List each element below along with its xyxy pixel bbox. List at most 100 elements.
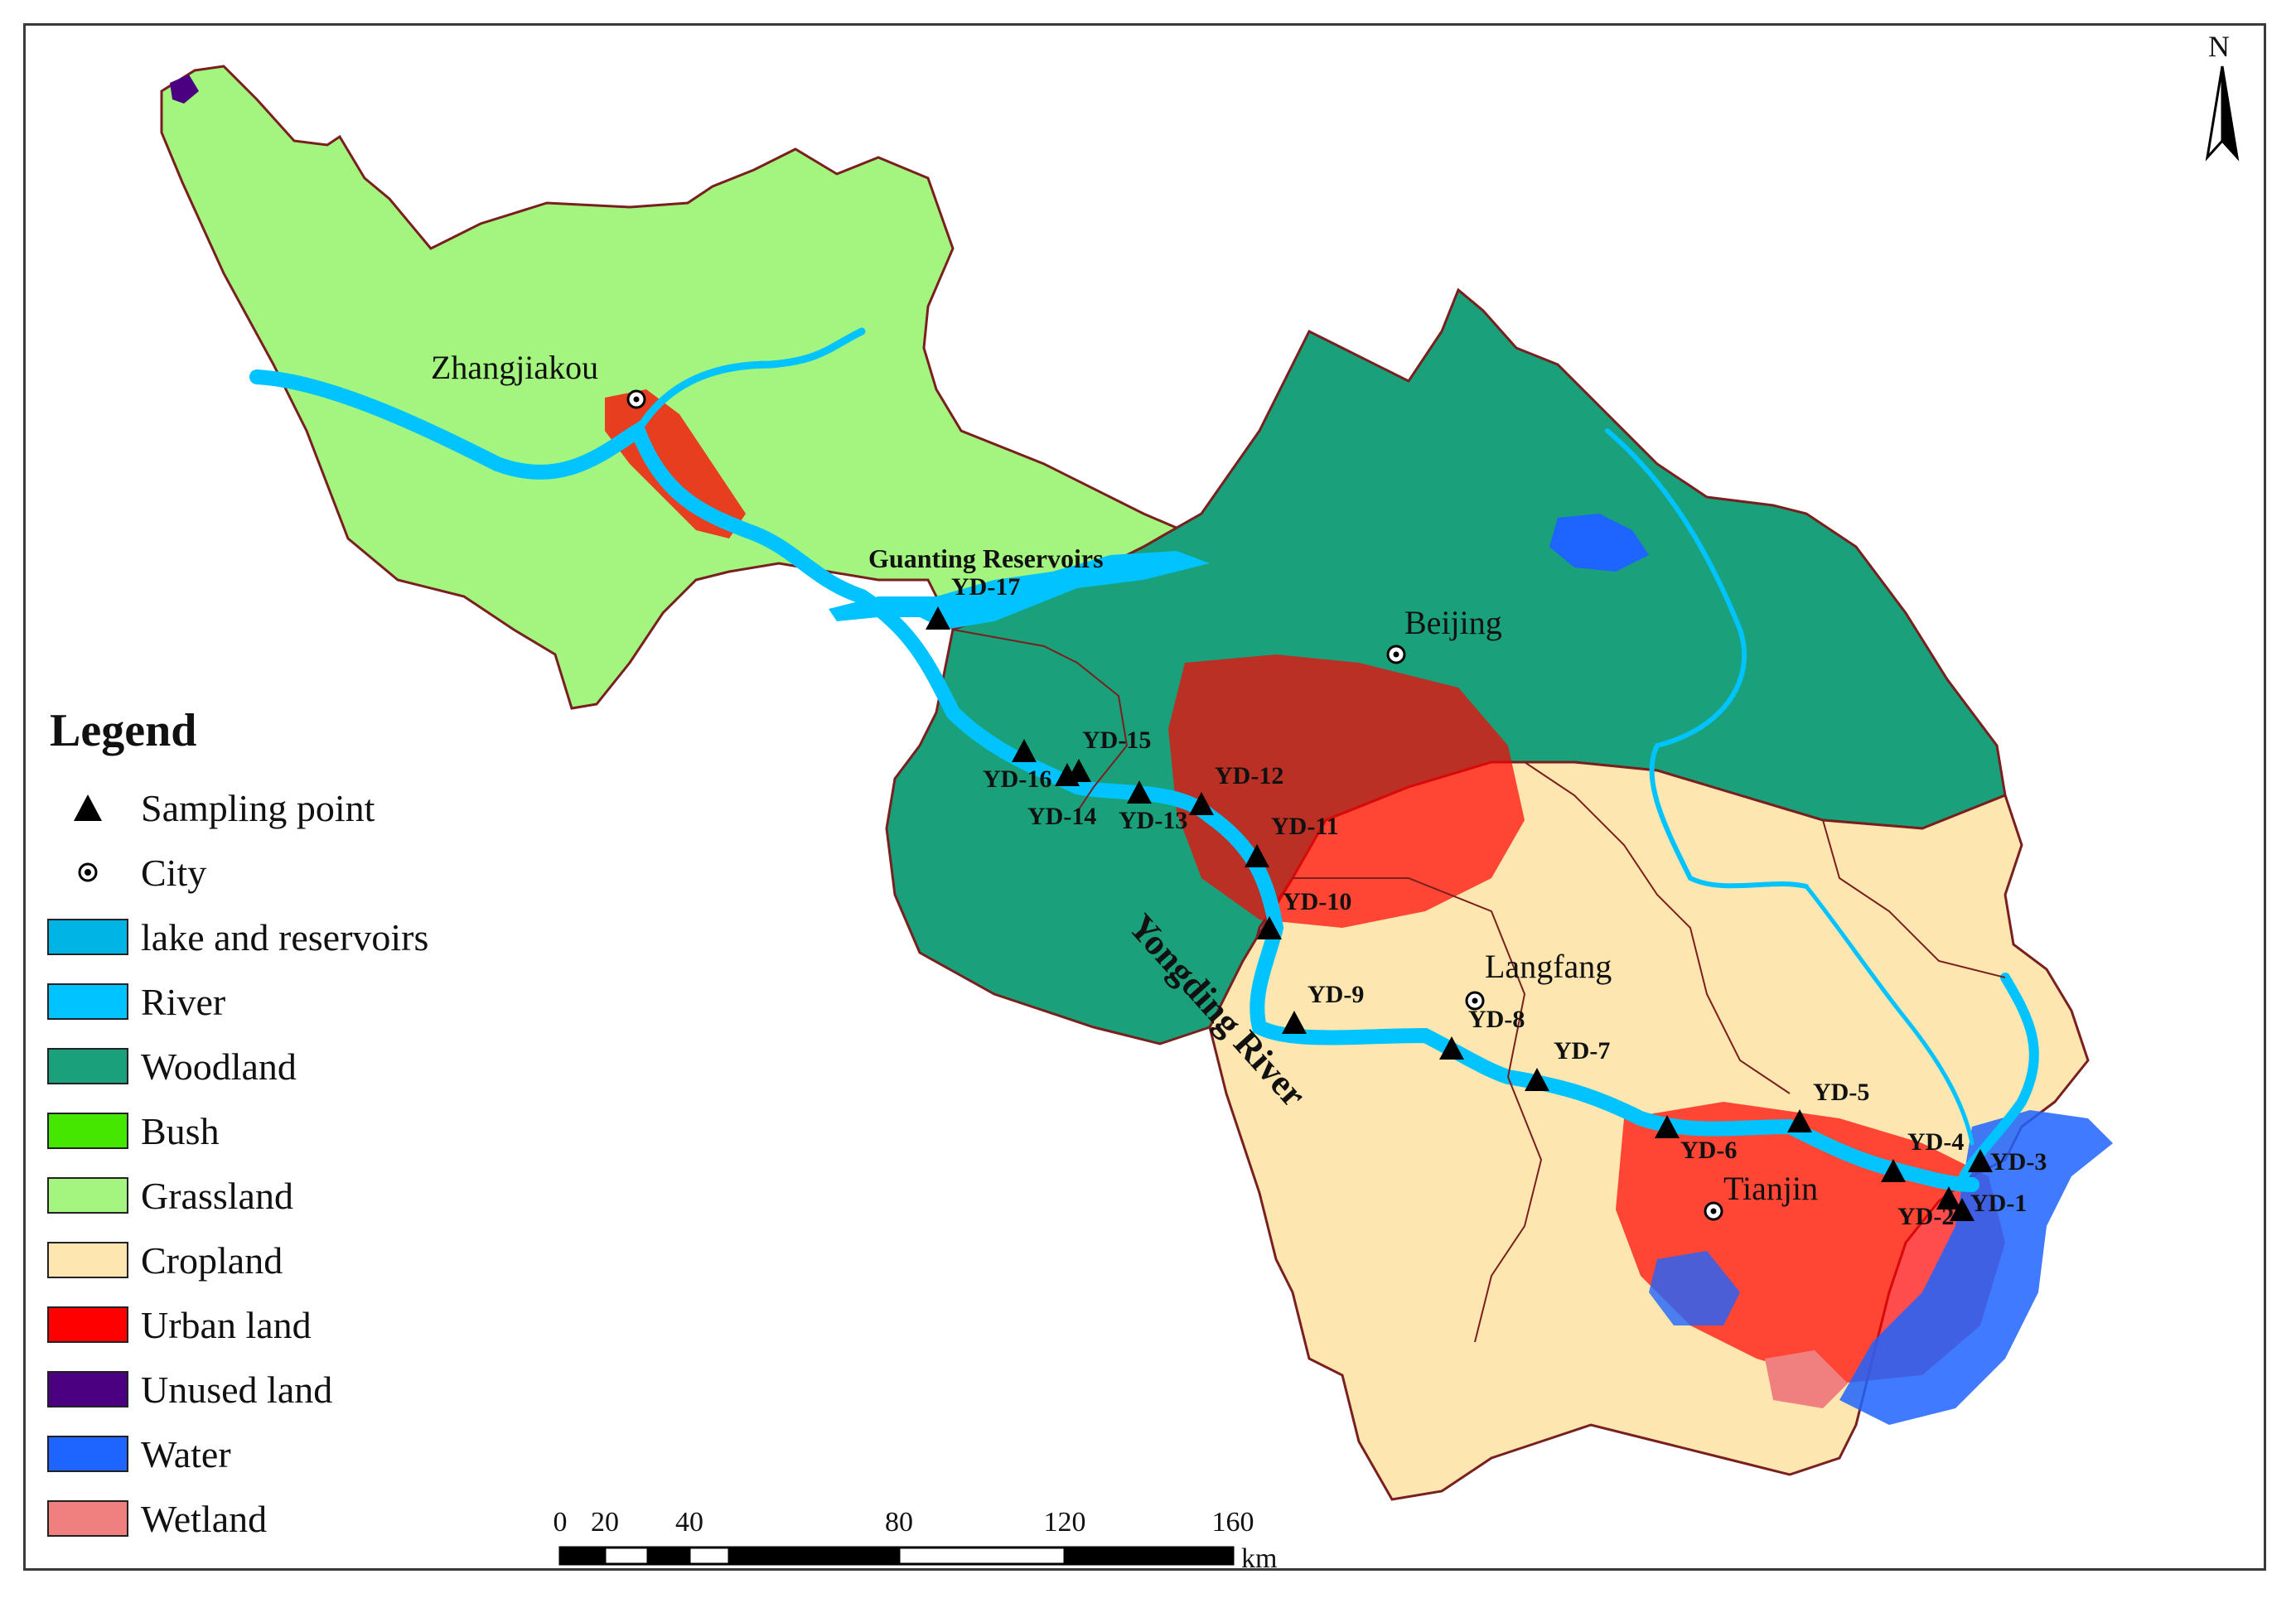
city-label: Beijing: [1404, 604, 1502, 641]
city-marker: Zhangjiakou: [431, 349, 646, 409]
sampling-point-label: YD-13: [1119, 807, 1187, 834]
legend-item: Woodland: [46, 1034, 577, 1098]
water-bohai-coast: [1839, 1110, 2113, 1425]
city-icon-dot: [1472, 997, 1478, 1004]
region-woodland: [885, 287, 2007, 1045]
scale-bar-tick-label: 0: [553, 1507, 568, 1538]
swatch-color: [47, 983, 128, 1020]
sampling-point-label: YD-6: [1680, 1137, 1737, 1164]
triangle-icon: [46, 787, 129, 828]
triangle-icon: [1968, 1149, 1993, 1172]
sampling-point: YD-1: [1950, 1190, 2027, 1221]
scale-bar-segment: [603, 1546, 650, 1566]
sampling-point-label: YD-17: [951, 573, 1020, 601]
admin-boundary: [1524, 761, 1791, 1094]
scale-bar-segment: [897, 1546, 1066, 1566]
wetland-south: [1765, 1350, 1848, 1408]
legend-swatch: [46, 916, 129, 958]
admin-boundary: [1293, 877, 1543, 1343]
sampling-point-label: YD-12: [1215, 762, 1283, 789]
legend-item: lake and reservoirs: [46, 905, 577, 969]
swatch-color: [47, 1371, 128, 1407]
swatch-color: [47, 1177, 128, 1214]
sampling-point: YD-13: [1119, 780, 1187, 834]
legend-item: Cropland: [46, 1228, 577, 1292]
legend-item: Urban land: [46, 1292, 577, 1357]
sampling-point: YD-9: [1282, 981, 1364, 1034]
admin-boundary: [952, 629, 1129, 813]
legend-item-label: Urban land: [141, 1303, 312, 1346]
legend-item-label: Grassland: [141, 1174, 293, 1217]
sampling-point: YD-17: [926, 573, 1020, 630]
north-arrow-icon: [2205, 65, 2224, 162]
scale-bar-tick-label: 160: [1212, 1507, 1254, 1538]
sampling-point-label: YD-9: [1308, 981, 1364, 1008]
sampling-point: YD-7: [1525, 1037, 1610, 1091]
sampling-point-label: YD-10: [1283, 888, 1351, 915]
triangle-icon: [1257, 916, 1282, 939]
legend-items: Sampling point City lake and reservoirs Riv…: [46, 775, 577, 1551]
legend-item-label: Unused land: [141, 1368, 333, 1411]
triangle-icon: [1439, 1036, 1464, 1060]
legend-item: Unused land: [46, 1357, 577, 1422]
scale-bar-segment: [727, 1546, 901, 1566]
triangle-icon: [1655, 1115, 1680, 1138]
sampling-point-label: YD-7: [1554, 1037, 1610, 1065]
legend-swatch: [46, 1175, 129, 1216]
legend-item-label: Water: [141, 1432, 231, 1475]
sampling-point: YD-8: [1439, 1006, 1525, 1060]
sampling-point: YD-12: [1189, 762, 1283, 815]
scale-bar-unit: km: [1241, 1543, 1277, 1574]
swatch-color: [47, 1242, 128, 1278]
admin-boundary: [1822, 819, 2006, 978]
legend-item-label: River: [141, 980, 226, 1023]
scale-bar-tick-label: 120: [1044, 1507, 1086, 1538]
sampling-point-label: YD-14: [1027, 803, 1096, 830]
scale-bar-segment: [646, 1546, 691, 1566]
sampling-point: YD-4: [1881, 1128, 1964, 1182]
sampling-point: YD-10: [1257, 888, 1351, 939]
legend-title: Legend: [50, 705, 197, 756]
triangle-icon: [1881, 1159, 1906, 1182]
city-marker: Beijing: [1386, 604, 1502, 664]
legend-swatch: [46, 981, 129, 1022]
legend-swatch: [46, 1433, 129, 1475]
city-icon-dot: [1710, 1208, 1717, 1214]
north-arrow: N: [2205, 30, 2240, 162]
legend-swatch: [46, 1304, 129, 1345]
triangle-icon: [1066, 759, 1091, 782]
swatch-color: [47, 1306, 128, 1343]
north-arrow-icon-half: [2221, 65, 2240, 162]
triangle-icon: [1012, 739, 1037, 762]
legend-item-label: Cropland: [141, 1238, 283, 1282]
city-label: Langfang: [1485, 948, 1612, 985]
legend-item-label: Bush: [141, 1109, 220, 1152]
water-tianjin-lakes: [1649, 1251, 1740, 1325]
legend-swatch: [46, 1239, 129, 1281]
sampling-point-label: YD-8: [1468, 1006, 1525, 1033]
river-north-tributary: [1605, 428, 1809, 889]
sampling-point-label: YD-5: [1813, 1079, 1869, 1106]
legend-item: Sampling point: [46, 775, 577, 840]
city-marker: Langfang: [1465, 948, 1612, 1011]
legend-item-label: Sampling point: [141, 786, 375, 829]
sampling-point-label: YD-3: [1990, 1148, 2047, 1176]
sampling-point: YD-16: [983, 739, 1051, 793]
sampling-points-layer: YD-1 YD-2 YD-3 YD-4 YD-5 YD-6 YD-7 YD-8 YD-9 YD-1…: [926, 573, 2047, 1230]
unused-land-north: [170, 75, 199, 104]
city-label: Zhangjiakou: [431, 349, 598, 386]
sampling-point-label: YD-1: [1970, 1190, 2027, 1217]
triangle-icon: [1282, 1011, 1307, 1034]
triangle-icon: [1127, 780, 1152, 804]
legend-item: Grassland: [46, 1163, 577, 1228]
legend-item: Wetland: [46, 1486, 577, 1551]
sampling-point: YD-5: [1787, 1079, 1869, 1132]
guanting-reservoir: [829, 551, 1210, 630]
north-arrow-label: N: [2208, 30, 2230, 63]
legend-item-label: Woodland: [141, 1045, 297, 1088]
river-upper-branch: [634, 327, 866, 435]
triangle-icon: [1189, 792, 1214, 815]
sampling-point: YD-3: [1968, 1148, 2047, 1176]
river-tianjin-channel: [1804, 884, 1975, 1146]
city-icon: [46, 852, 129, 893]
